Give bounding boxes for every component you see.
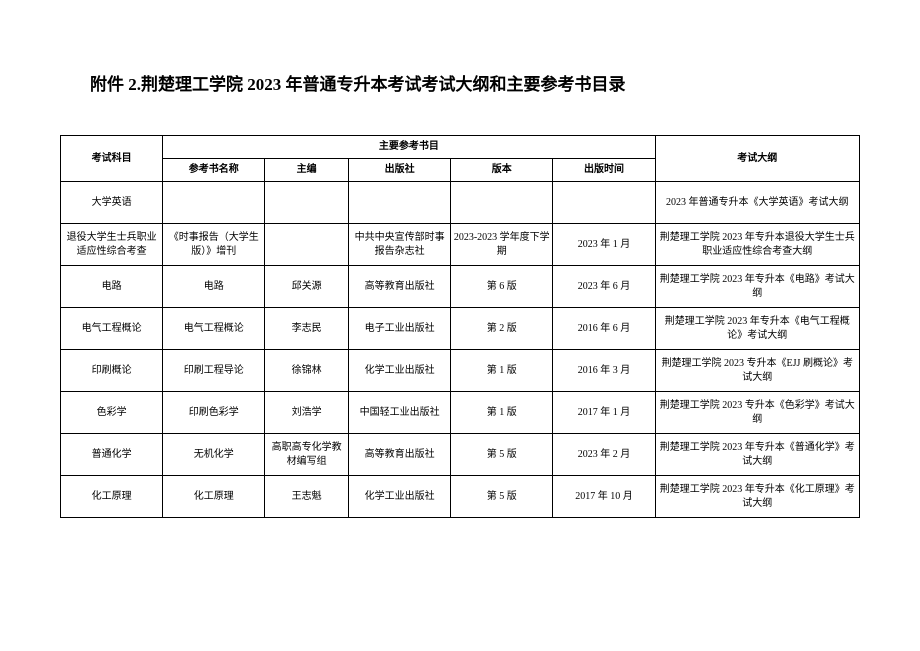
table-row: 大学英语 2023 年普通专升本《大学英语》考试大纲 [61,182,860,224]
header-book: 参考书名称 [163,159,265,182]
cell-book: 印刷色彩学 [163,392,265,434]
cell-book [163,182,265,224]
cell-outline: 荆楚理工学院 2023 年专升本退役大学生士兵职业适应性综合考查大纲 [655,224,859,266]
table-row: 退役大学生士兵职业适应性综合考查 《时事报告（大学生版）》增刊 中共中央宣传部时… [61,224,860,266]
cell-outline: 荆楚理工学院 2023 年专升本《电路》考试大纲 [655,266,859,308]
cell-publisher: 化学工业出版社 [348,476,450,518]
cell-edition: 第 2 版 [451,308,553,350]
cell-subject: 退役大学生士兵职业适应性综合考查 [61,224,163,266]
cell-edition: 第 1 版 [451,392,553,434]
header-subject: 考试科目 [61,136,163,182]
cell-outline: 荆楚理工学院 2023 年专升本《化工原理》考试大纲 [655,476,859,518]
header-date: 出版时间 [553,159,655,182]
cell-book: 电气工程概论 [163,308,265,350]
cell-publisher [348,182,450,224]
cell-book: 印刷工程导论 [163,350,265,392]
cell-edition: 第 1 版 [451,350,553,392]
cell-subject: 电路 [61,266,163,308]
cell-outline: 荆楚理工学院 2023 专升本《EJJ 刷概论》考试大纲 [655,350,859,392]
cell-edition: 第 5 版 [451,476,553,518]
cell-date: 2016 年 6 月 [553,308,655,350]
cell-date: 2016 年 3 月 [553,350,655,392]
cell-editor [265,182,349,224]
cell-editor: 高职高专化学教材编写组 [265,434,349,476]
page-title: 附件 2.荆楚理工学院 2023 年普通专升本考试考试大纲和主要参考书目录 [60,70,860,95]
cell-edition [451,182,553,224]
table-row: 电气工程概论 电气工程概论 李志民 电子工业出版社 第 2 版 2016 年 6… [61,308,860,350]
cell-subject: 色彩学 [61,392,163,434]
table-row: 印刷概论 印刷工程导论 徐锦林 化学工业出版社 第 1 版 2016 年 3 月… [61,350,860,392]
table-row: 色彩学 印刷色彩学 刘浩学 中国轻工业出版社 第 1 版 2017 年 1 月 … [61,392,860,434]
cell-subject: 电气工程概论 [61,308,163,350]
cell-date: 2017 年 1 月 [553,392,655,434]
cell-publisher: 电子工业出版社 [348,308,450,350]
table-row: 普通化学 无机化学 高职高专化学教材编写组 高等教育出版社 第 5 版 2023… [61,434,860,476]
cell-book: 化工原理 [163,476,265,518]
cell-outline: 2023 年普通专升本《大学英语》考试大纲 [655,182,859,224]
cell-date: 2017 年 10 月 [553,476,655,518]
cell-outline: 荆楚理工学院 2023 年专升本《电气工程概论》考试大纲 [655,308,859,350]
cell-subject: 普通化学 [61,434,163,476]
header-publisher: 出版社 [348,159,450,182]
table-body: 大学英语 2023 年普通专升本《大学英语》考试大纲 退役大学生士兵职业适应性综… [61,182,860,518]
cell-editor [265,224,349,266]
table-header: 考试科目 主要参考书目 考试大纲 参考书名称 主编 出版社 版本 出版时间 [61,136,860,182]
cell-date [553,182,655,224]
cell-date: 2023 年 2 月 [553,434,655,476]
cell-editor: 王志魁 [265,476,349,518]
cell-edition: 第 5 版 [451,434,553,476]
cell-subject: 印刷概论 [61,350,163,392]
reference-table: 考试科目 主要参考书目 考试大纲 参考书名称 主编 出版社 版本 出版时间 大学… [60,135,860,518]
cell-publisher: 化学工业出版社 [348,350,450,392]
table-row: 化工原理 化工原理 王志魁 化学工业出版社 第 5 版 2017 年 10 月 … [61,476,860,518]
cell-book: 《时事报告（大学生版）》增刊 [163,224,265,266]
cell-book: 电路 [163,266,265,308]
header-row-1: 考试科目 主要参考书目 考试大纲 [61,136,860,159]
cell-edition: 2023-2023 学年度下学期 [451,224,553,266]
cell-outline: 荆楚理工学院 2023 专升本《色彩学》考试大纲 [655,392,859,434]
cell-publisher: 高等教育出版社 [348,266,450,308]
header-mainref: 主要参考书目 [163,136,655,159]
cell-publisher: 中共中央宣传部时事报告杂志社 [348,224,450,266]
cell-edition: 第 6 版 [451,266,553,308]
header-edition: 版本 [451,159,553,182]
cell-date: 2023 年 1 月 [553,224,655,266]
cell-date: 2023 年 6 月 [553,266,655,308]
cell-outline: 荆楚理工学院 2023 年专升本《普通化学》考试大纲 [655,434,859,476]
cell-subject: 化工原理 [61,476,163,518]
cell-editor: 邱关源 [265,266,349,308]
cell-book: 无机化学 [163,434,265,476]
cell-editor: 李志民 [265,308,349,350]
table-row: 电路 电路 邱关源 高等教育出版社 第 6 版 2023 年 6 月 荆楚理工学… [61,266,860,308]
cell-editor: 徐锦林 [265,350,349,392]
cell-subject: 大学英语 [61,182,163,224]
header-editor: 主编 [265,159,349,182]
header-outline: 考试大纲 [655,136,859,182]
cell-editor: 刘浩学 [265,392,349,434]
cell-publisher: 中国轻工业出版社 [348,392,450,434]
cell-publisher: 高等教育出版社 [348,434,450,476]
